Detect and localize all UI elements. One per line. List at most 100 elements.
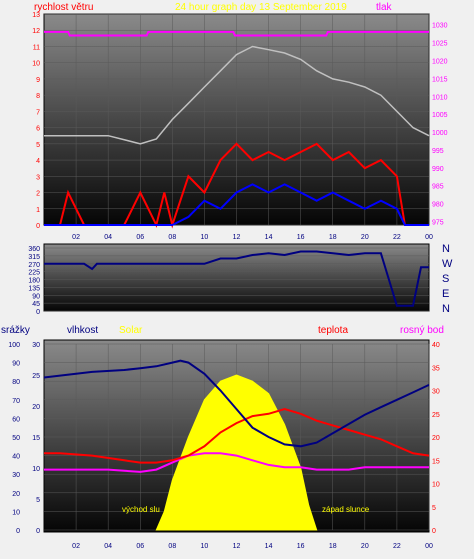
pressure-tick-label: 1025 bbox=[432, 41, 448, 48]
sunset-annotation: západ slunce bbox=[322, 505, 370, 514]
direction-tick-label: 225 bbox=[28, 270, 40, 277]
precipitation-label: srážky bbox=[1, 325, 30, 336]
pressure-tick-label: 995 bbox=[432, 148, 444, 155]
time-tick-label: 18 bbox=[329, 543, 337, 550]
wind-tick-label: 9 bbox=[36, 77, 40, 84]
time-tick-label: 14 bbox=[265, 543, 273, 550]
wind-tick-label: 4 bbox=[36, 158, 40, 165]
pressure-tick-label: 1030 bbox=[432, 23, 448, 30]
pressure-tick-label: 980 bbox=[432, 202, 444, 209]
time-tick-label: 20 bbox=[361, 543, 369, 550]
precip-tick-label: 30 bbox=[12, 472, 20, 479]
compass-letter: E bbox=[442, 288, 449, 300]
direction-tick-label: 360 bbox=[28, 246, 40, 253]
wind-tick-label: 12 bbox=[32, 28, 40, 35]
precip-tick-label: 70 bbox=[12, 398, 20, 405]
temperature-label: teplota bbox=[318, 325, 348, 336]
wind-tick-label: 6 bbox=[36, 126, 40, 133]
time-tick-label: 10 bbox=[201, 543, 209, 550]
humidity-label: vlhkost bbox=[67, 325, 98, 336]
time-tick-label: 06 bbox=[136, 543, 144, 550]
precip-tick-label: 50 bbox=[12, 435, 20, 442]
time-tick-label: 16 bbox=[297, 543, 305, 550]
wind-direction-line bbox=[44, 250, 429, 307]
time-tick-label: 02 bbox=[72, 234, 80, 241]
chart-title: 24 hour graph day 13 September 2019 bbox=[175, 2, 347, 13]
wind-tick-label: 2 bbox=[36, 191, 40, 198]
humidity-tick-label: 0 bbox=[36, 528, 40, 535]
humidity-tick-label: 30 bbox=[32, 342, 40, 349]
time-tick-label: 02 bbox=[72, 543, 80, 550]
humidity-tick-label: 10 bbox=[32, 466, 40, 473]
wind-tick-label: 11 bbox=[33, 44, 40, 51]
pressure-tick-label: 990 bbox=[432, 166, 444, 173]
time-tick-label: 00 bbox=[425, 543, 433, 550]
temperature-tick-label: 35 bbox=[432, 365, 440, 372]
temperature-tick-label: 40 bbox=[432, 342, 440, 349]
lux-line bbox=[44, 45, 430, 145]
wind-tick-label: 13 bbox=[32, 12, 40, 19]
pressure-tick-label: 975 bbox=[432, 219, 444, 226]
pressure-tick-label: 985 bbox=[432, 184, 444, 191]
time-tick-label: 22 bbox=[393, 234, 401, 241]
pressure-tick-label: 1015 bbox=[432, 76, 448, 83]
solar-area bbox=[155, 374, 318, 531]
direction-tick-label: 45 bbox=[32, 301, 40, 308]
precip-tick-label: 40 bbox=[12, 454, 20, 461]
wind-tick-label: 1 bbox=[36, 207, 40, 214]
time-tick-label: 20 bbox=[361, 234, 369, 241]
precip-tick-label: 10 bbox=[12, 509, 20, 516]
wind-tick-label: 8 bbox=[36, 93, 40, 100]
humidity-tick-label: 20 bbox=[32, 404, 40, 411]
wind-tick-label: 5 bbox=[36, 142, 40, 149]
pressure-line bbox=[44, 30, 429, 37]
time-tick-label: 14 bbox=[265, 234, 273, 241]
precip-tick-label: 100 bbox=[8, 342, 20, 349]
sunrise-annotation: východ slu bbox=[122, 505, 160, 514]
dew-point-label: rosný bod bbox=[400, 325, 444, 336]
humidity-tick-label: 15 bbox=[32, 435, 40, 442]
wind-gust-line bbox=[44, 183, 429, 226]
direction-tick-label: 315 bbox=[28, 254, 40, 261]
direction-tick-label: 135 bbox=[28, 285, 40, 292]
wind-tick-label: 10 bbox=[32, 61, 40, 68]
temperature-tick-label: 5 bbox=[432, 505, 436, 512]
time-tick-label: 08 bbox=[168, 234, 176, 241]
direction-tick-label: 180 bbox=[28, 278, 40, 285]
direction-tick-label: 270 bbox=[28, 262, 40, 269]
time-tick-label: 22 bbox=[393, 543, 401, 550]
time-tick-label: 12 bbox=[233, 234, 241, 241]
compass-letter: N bbox=[442, 243, 450, 255]
time-tick-label: 10 bbox=[201, 234, 209, 241]
compass-letter: S bbox=[442, 273, 449, 285]
temperature-tick-label: 0 bbox=[432, 528, 436, 535]
pressure-tick-label: 1020 bbox=[432, 58, 448, 65]
temperature-tick-label: 30 bbox=[432, 389, 440, 396]
pressure-tick-label: 1000 bbox=[432, 130, 448, 137]
wind-speed-title: rychlost větru bbox=[34, 2, 93, 13]
wind-tick-label: 7 bbox=[36, 109, 40, 116]
direction-tick-label: 90 bbox=[32, 293, 40, 300]
time-tick-label: 04 bbox=[104, 543, 112, 550]
solar-label: Solar bbox=[119, 325, 143, 336]
wind-tick-label: 0 bbox=[36, 223, 40, 230]
humidity-tick-label: 25 bbox=[32, 373, 40, 380]
humidity-line bbox=[43, 359, 430, 448]
temperature-tick-label: 25 bbox=[432, 412, 440, 419]
compass-letter: W bbox=[442, 258, 453, 270]
precip-tick-label: 20 bbox=[12, 491, 20, 498]
temperature-line bbox=[44, 408, 430, 464]
time-tick-label: 00 bbox=[425, 234, 433, 241]
temperature-tick-label: 15 bbox=[432, 458, 440, 465]
time-tick-label: 04 bbox=[104, 234, 112, 241]
pressure-title: tlak bbox=[376, 2, 393, 13]
wind-tick-label: 3 bbox=[36, 174, 40, 181]
temperature-tick-label: 10 bbox=[432, 482, 440, 489]
time-tick-label: 08 bbox=[168, 543, 176, 550]
precip-tick-label: 80 bbox=[12, 379, 20, 386]
precip-tick-label: 0 bbox=[16, 528, 20, 535]
